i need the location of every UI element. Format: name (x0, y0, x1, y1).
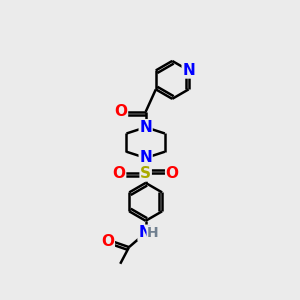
Text: H: H (147, 226, 159, 240)
Text: N: N (138, 225, 151, 240)
Text: N: N (139, 120, 152, 135)
Text: S: S (140, 166, 151, 181)
Text: O: O (166, 166, 179, 181)
Text: N: N (139, 151, 152, 166)
Text: O: O (114, 104, 128, 119)
Text: O: O (101, 234, 114, 249)
Text: O: O (112, 166, 126, 181)
Text: N: N (182, 63, 195, 78)
